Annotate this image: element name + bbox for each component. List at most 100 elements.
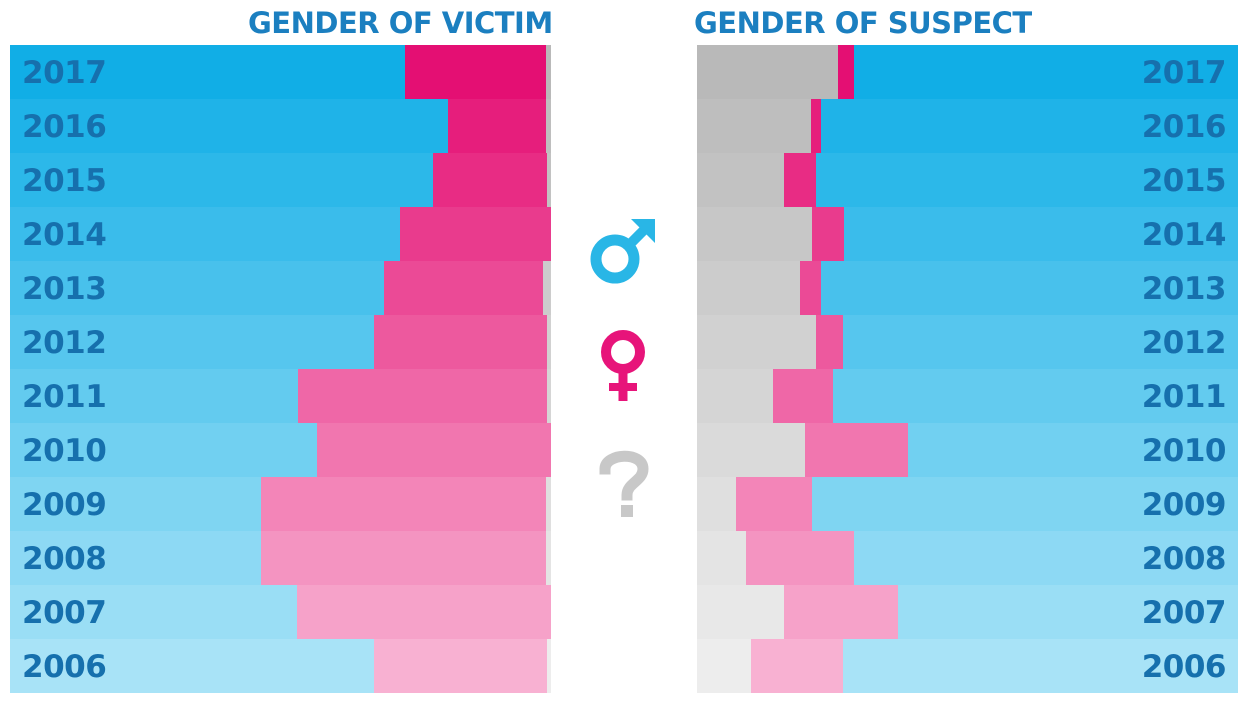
suspect-year-label-2012: 2012: [1141, 325, 1227, 361]
suspect-female-bar-2014: [812, 207, 844, 261]
suspect-row-2014: 2014: [697, 207, 1238, 261]
victim-row-2013: 2013: [10, 261, 551, 315]
female-symbol-icon: [601, 330, 645, 401]
suspect-year-label-2010: 2010: [1141, 433, 1227, 469]
suspect-year-label-2014: 2014: [1141, 217, 1227, 253]
victim-row-2011: 2011: [10, 369, 551, 423]
victim-unknown-bar-2011: [547, 369, 551, 423]
suspect-year-label-2013: 2013: [1141, 271, 1227, 307]
victim-year-label-2008: 2008: [22, 541, 107, 577]
victim-year-label-2012: 2012: [22, 325, 107, 361]
victim-female-bar-2006: [374, 639, 547, 693]
suspect-female-bar-2006: [751, 639, 843, 693]
victim-female-bar-2017: [405, 45, 546, 99]
victim-female-bar-2009: [261, 477, 546, 531]
suspect-unknown-bar-2012: [697, 315, 816, 369]
victim-year-label-2006: 2006: [22, 649, 107, 685]
victim-row-2009: 2009: [10, 477, 551, 531]
victim-row-2008: 2008: [10, 531, 551, 585]
suspect-year-label-2016: 2016: [1141, 109, 1227, 145]
suspect-unknown-bar-2007: [697, 585, 784, 639]
victim-year-label-2013: 2013: [22, 271, 107, 307]
victim-male-bar-2013: [10, 261, 384, 315]
victim-year-label-2010: 2010: [22, 433, 107, 469]
victim-female-bar-2015: [433, 153, 547, 207]
suspect-male-bar-2007: [898, 585, 1238, 639]
victim-year-label-2014: 2014: [22, 217, 107, 253]
suspect-unknown-bar-2010: [697, 423, 805, 477]
question-mark-icon: [599, 450, 649, 517]
victim-male-bar-2010: [10, 423, 317, 477]
victim-unknown-bar-2017: [546, 45, 551, 99]
suspect-male-bar-2014: [844, 207, 1238, 261]
suspect-row-2008: 2008: [697, 531, 1238, 585]
victim-year-label-2015: 2015: [22, 163, 107, 199]
victim-row-2007: 2007: [10, 585, 551, 639]
suspect-gender-chart: 2017 2016 2015 2014 2013 2012 2011 2010 2009 2008…: [697, 45, 1238, 695]
suspect-year-label-2008: 2008: [1141, 541, 1227, 577]
suspect-year-label-2011: 2011: [1141, 379, 1227, 415]
suspect-row-2016: 2016: [697, 99, 1238, 153]
victim-year-label-2007: 2007: [22, 595, 107, 631]
victim-chart-title: GENDER OF VICTIM: [248, 6, 553, 40]
suspect-unknown-bar-2014: [697, 207, 812, 261]
victim-year-label-2011: 2011: [22, 379, 107, 415]
suspect-male-bar-2010: [908, 423, 1238, 477]
victim-row-2006: 2006: [10, 639, 551, 693]
male-symbol-icon: [590, 219, 655, 284]
suspect-male-bar-2008: [854, 531, 1238, 585]
suspect-unknown-bar-2008: [697, 531, 746, 585]
suspect-year-label-2017: 2017: [1141, 55, 1227, 91]
suspect-female-bar-2016: [811, 99, 821, 153]
suspect-male-bar-2015: [816, 153, 1238, 207]
victim-row-2010: 2010: [10, 423, 551, 477]
victim-year-label-2009: 2009: [22, 487, 107, 523]
victim-male-bar-2007: [10, 585, 297, 639]
suspect-row-2011: 2011: [697, 369, 1238, 423]
suspect-year-label-2015: 2015: [1141, 163, 1227, 199]
suspect-female-bar-2013: [800, 261, 821, 315]
victim-male-bar-2016: [10, 99, 448, 153]
suspect-year-label-2007: 2007: [1141, 595, 1227, 631]
suspect-row-2017: 2017: [697, 45, 1238, 99]
suspect-male-bar-2016: [821, 99, 1238, 153]
suspect-unknown-bar-2009: [697, 477, 736, 531]
victim-row-2016: 2016: [10, 99, 551, 153]
victim-female-bar-2013: [384, 261, 543, 315]
victim-male-bar-2012: [10, 315, 374, 369]
victim-female-bar-2014: [400, 207, 551, 261]
victim-unknown-bar-2013: [543, 261, 551, 315]
victim-female-bar-2011: [298, 369, 547, 423]
victim-female-bar-2012: [374, 315, 547, 369]
victim-row-2012: 2012: [10, 315, 551, 369]
suspect-unknown-bar-2016: [697, 99, 811, 153]
suspect-row-2009: 2009: [697, 477, 1238, 531]
suspect-male-bar-2006: [843, 639, 1238, 693]
suspect-row-2015: 2015: [697, 153, 1238, 207]
suspect-male-bar-2012: [843, 315, 1238, 369]
victim-year-label-2017: 2017: [22, 55, 107, 91]
victim-unknown-bar-2009: [546, 477, 551, 531]
victim-female-bar-2007: [297, 585, 551, 639]
victim-gender-chart: 2017 2016 2015 2014 2013 2012 2011 2010 2009 2008…: [10, 45, 551, 695]
victim-unknown-bar-2012: [547, 315, 551, 369]
suspect-unknown-bar-2011: [697, 369, 773, 423]
suspect-unknown-bar-2013: [697, 261, 800, 315]
suspect-female-bar-2009: [736, 477, 812, 531]
suspect-row-2007: 2007: [697, 585, 1238, 639]
suspect-female-bar-2008: [746, 531, 854, 585]
suspect-male-bar-2013: [821, 261, 1238, 315]
victim-female-bar-2016: [448, 99, 546, 153]
suspect-male-bar-2017: [854, 45, 1238, 99]
victim-female-bar-2008: [261, 531, 546, 585]
victim-year-label-2016: 2016: [22, 109, 107, 145]
victim-female-bar-2010: [317, 423, 551, 477]
victim-male-bar-2008: [10, 531, 261, 585]
victim-row-2017: 2017: [10, 45, 551, 99]
victim-male-bar-2011: [10, 369, 298, 423]
victim-unknown-bar-2008: [546, 531, 551, 585]
suspect-male-bar-2009: [812, 477, 1238, 531]
suspect-row-2010: 2010: [697, 423, 1238, 477]
victim-male-bar-2014: [10, 207, 400, 261]
suspect-female-bar-2007: [784, 585, 898, 639]
